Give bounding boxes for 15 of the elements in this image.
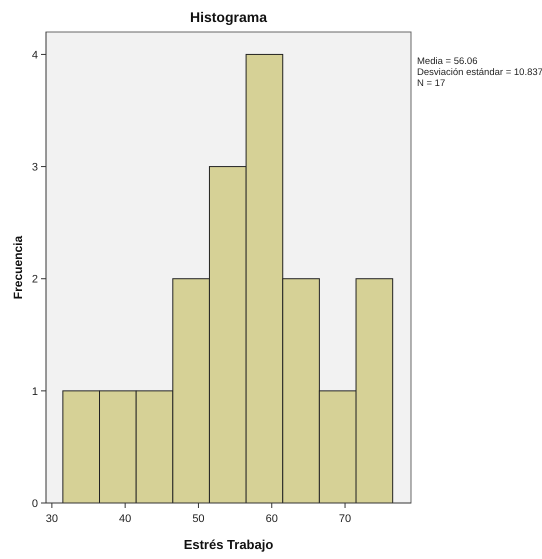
x-tick-label: 60 — [266, 513, 278, 525]
y-tick-label: 1 — [32, 386, 38, 398]
y-axis-title: Frecuencia — [11, 236, 25, 300]
x-tick-label: 40 — [119, 513, 132, 525]
y-tick-label: 0 — [32, 498, 38, 510]
x-tick-label: 50 — [192, 513, 205, 525]
y-tick-label: 4 — [32, 49, 38, 62]
chart-title: Histograma — [190, 9, 268, 25]
text: Media = 56.06 — [417, 56, 478, 67]
x-tick-label: 30 — [46, 513, 58, 525]
x-tick-label: 70 — [338, 513, 352, 525]
x-axis-title: Estrés Trabajo — [184, 537, 274, 552]
text: N = 17 — [417, 78, 446, 89]
y-tick-label: 2 — [32, 274, 38, 286]
y-tick-label: 3 — [32, 162, 38, 174]
